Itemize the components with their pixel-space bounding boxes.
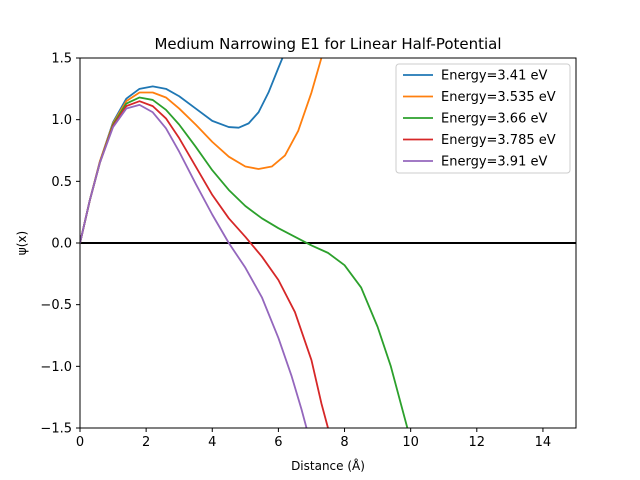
x-tick-label: 2 (142, 435, 150, 450)
legend-label-2: Energy=3.535 eV (441, 90, 556, 105)
legend: Energy=3.41 eV Energy=3.535 eV Energy=3.66… (395, 63, 571, 174)
y-tick-label: −0.5 (40, 298, 72, 313)
x-tick-label: 12 (469, 435, 486, 450)
series-line-4 (80, 100, 329, 428)
x-tick-label: 10 (402, 435, 419, 450)
legend-label-1: Energy=3.41 eV (441, 69, 547, 84)
x-tick-label: 6 (274, 435, 282, 450)
x-tick-label: 4 (208, 435, 216, 450)
legend-label-5: Energy=3.91 eV (441, 155, 547, 170)
legend-label-4: Energy=3.785 eV (441, 133, 556, 148)
x-axis-label: Distance (Å) (291, 458, 365, 473)
series-line-5 (80, 103, 308, 428)
series-line-1 (80, 58, 284, 244)
chart-title: Medium Narrowing E1 for Linear Half-Pote… (154, 35, 501, 53)
y-axis-label: ψ(x) (15, 231, 29, 255)
series-line-2 (80, 58, 323, 244)
series-line-3 (80, 96, 409, 428)
legend-box (395, 63, 571, 174)
legend-label-3: Energy=3.66 eV (441, 112, 547, 127)
y-tick-label: 0.0 (51, 237, 72, 252)
y-tick-label: 1.5 (51, 52, 72, 67)
y-tick-label: −1.5 (40, 422, 72, 437)
y-tick-label: 1.0 (51, 113, 72, 128)
y-tick-label: −1.0 (40, 360, 72, 375)
x-tick-label: 14 (535, 435, 552, 450)
y-tick-label: 0.5 (51, 175, 72, 190)
x-tick-label: 8 (340, 435, 348, 450)
x-tick-label: 0 (76, 435, 84, 450)
